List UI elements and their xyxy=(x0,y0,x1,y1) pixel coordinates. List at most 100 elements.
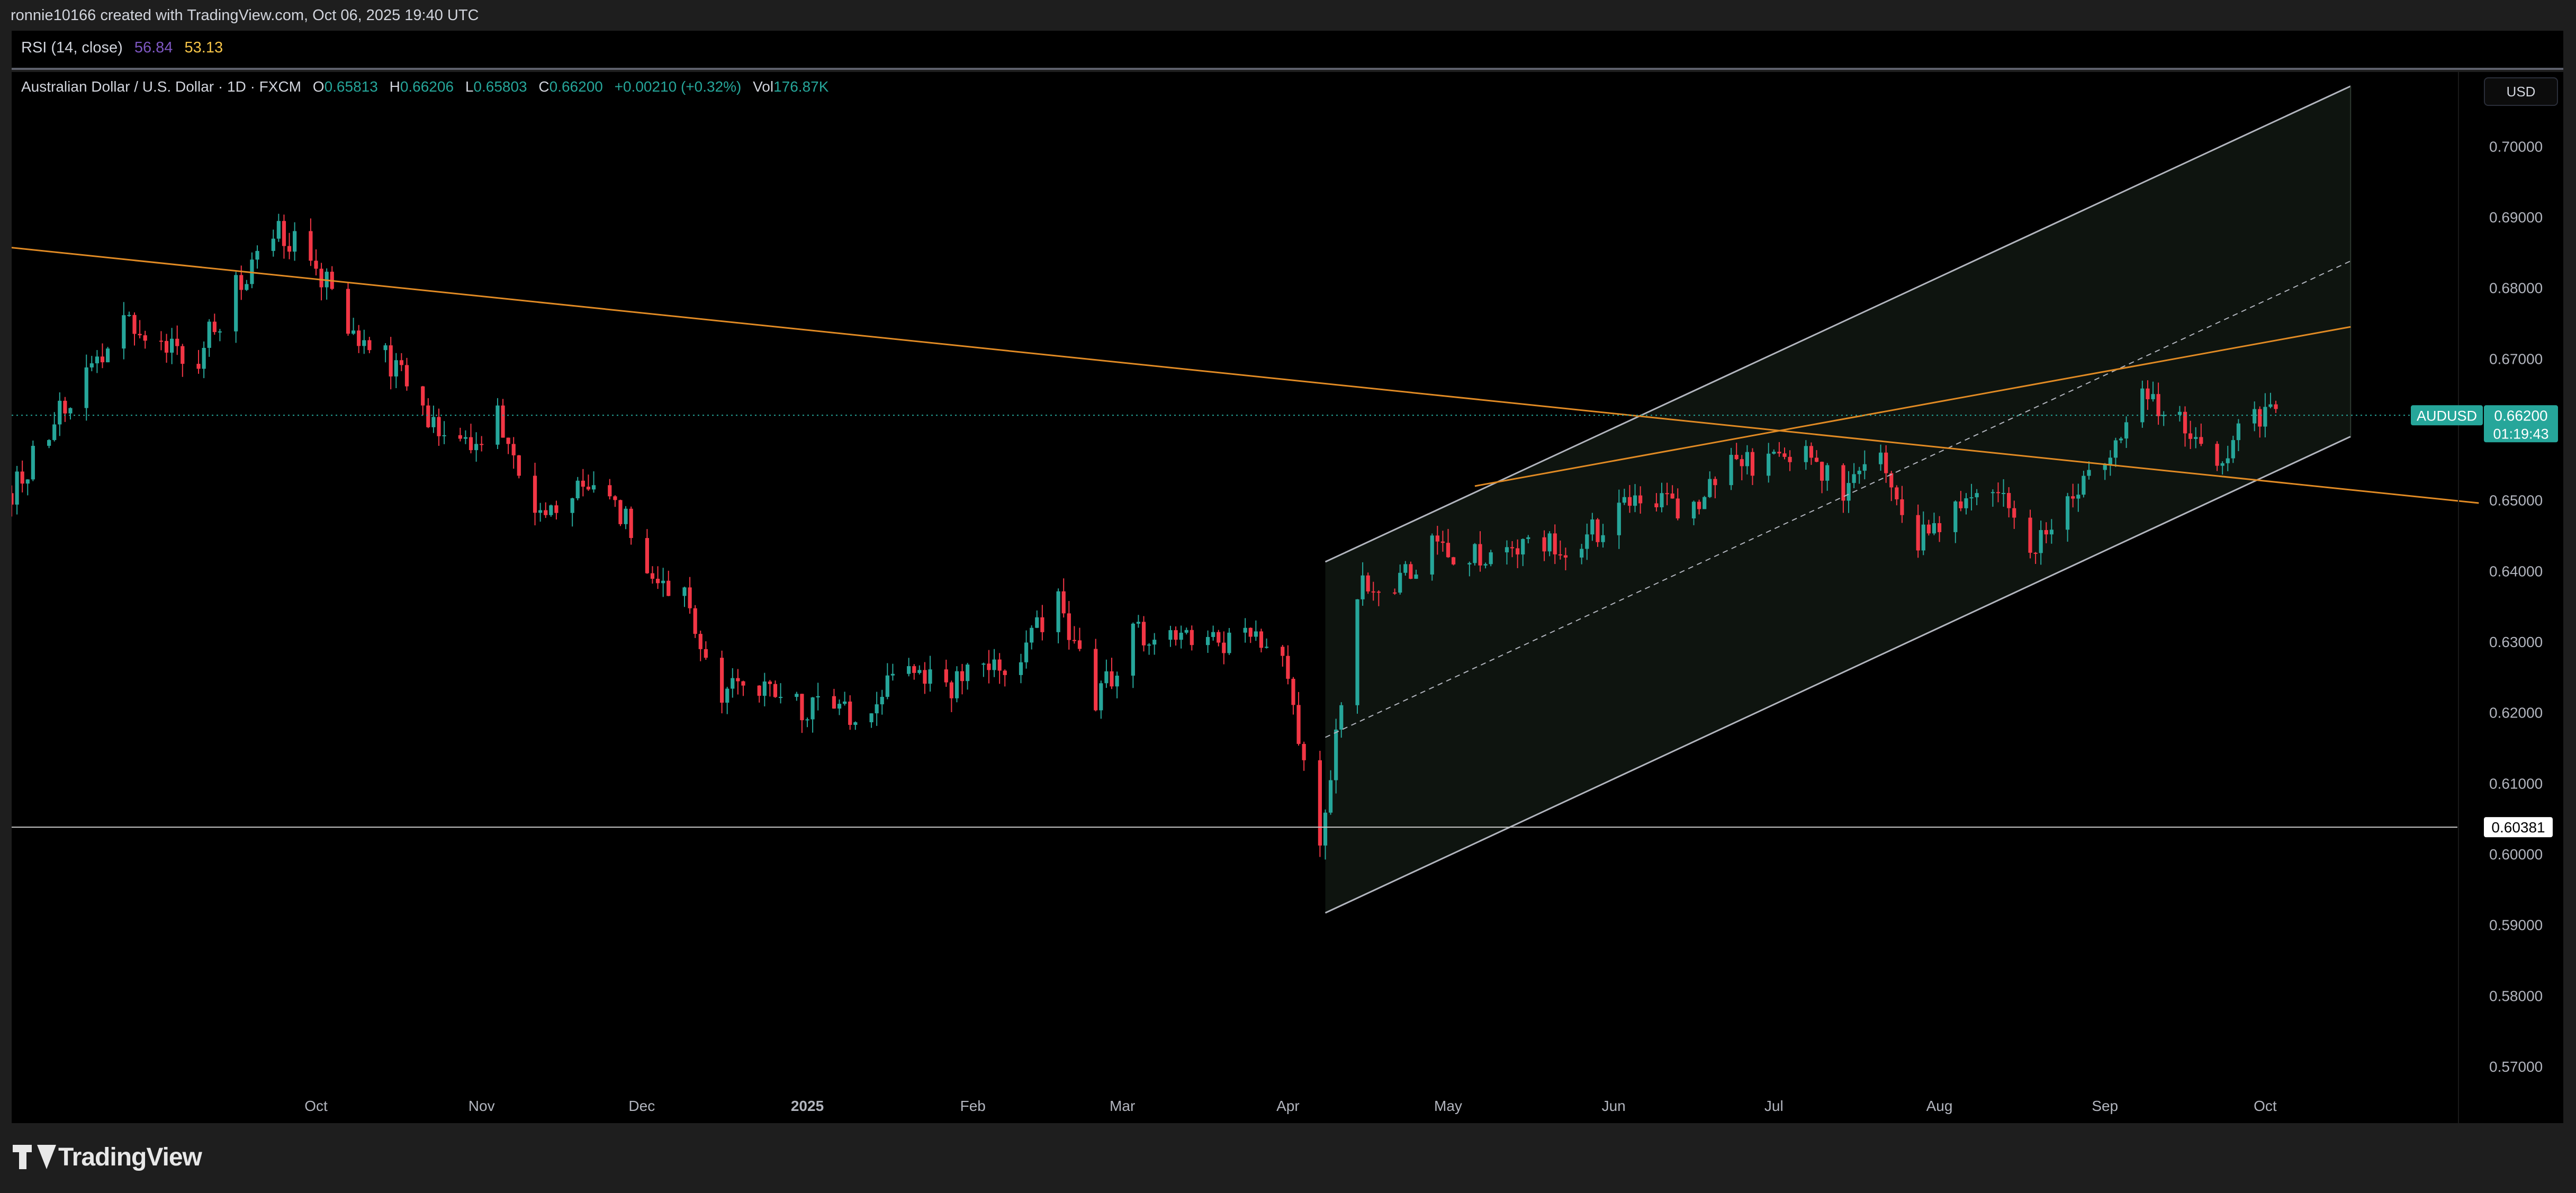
candle-body xyxy=(880,697,884,705)
price-pane[interactable]: 0.700000.690000.680000.670000.660000.650… xyxy=(12,72,2563,1123)
candle-up xyxy=(1179,625,1183,649)
candle-body xyxy=(2253,409,2257,424)
candle-body xyxy=(31,445,35,480)
candle-up xyxy=(1152,633,1157,655)
candle-body xyxy=(1286,656,1290,679)
candle-down xyxy=(143,330,147,349)
candle-down xyxy=(20,460,24,492)
candle-body xyxy=(591,485,596,490)
candle-down xyxy=(1916,504,1920,558)
candle-body xyxy=(1937,523,1942,532)
candle-body xyxy=(1067,613,1071,640)
candle-down xyxy=(768,680,772,697)
candle-down xyxy=(1409,561,1413,579)
candle-down xyxy=(2188,420,2193,449)
candle-body xyxy=(2258,409,2262,427)
candle-body xyxy=(255,250,259,260)
open-value: 0.65813 xyxy=(324,78,378,95)
candle-body xyxy=(1259,631,1264,648)
candle-down xyxy=(100,343,105,369)
candle-down xyxy=(2274,400,2278,414)
candle-body xyxy=(469,437,473,451)
candle-down xyxy=(1926,519,1931,536)
candle-down xyxy=(1248,627,1253,643)
candle-body xyxy=(2263,407,2267,427)
x-tick-label: Oct xyxy=(304,1098,328,1114)
candle-body xyxy=(816,696,820,698)
candle-down xyxy=(1814,450,1819,463)
candle-up xyxy=(58,392,62,436)
candle-body xyxy=(1072,640,1076,641)
candle-body xyxy=(138,334,142,336)
y-tick-label: 0.61000 xyxy=(2489,775,2543,792)
candle-up xyxy=(869,713,873,728)
candle-up xyxy=(52,412,57,442)
candle-body xyxy=(912,666,916,673)
candle-down xyxy=(346,282,350,336)
candle-body xyxy=(105,348,110,363)
price-chart[interactable]: 0.700000.690000.680000.670000.660000.650… xyxy=(12,72,2563,1123)
candle-down xyxy=(1286,645,1290,685)
tradingview-wordmark: TradingView xyxy=(58,1143,202,1171)
candle-body xyxy=(805,719,809,721)
candle-body xyxy=(1633,495,1637,506)
candle-body xyxy=(143,335,147,341)
candle-down xyxy=(544,502,548,518)
candle-body xyxy=(1061,591,1066,614)
candle-down xyxy=(1040,605,1044,641)
candle-body xyxy=(1483,564,1488,566)
candle-body xyxy=(2028,517,2032,553)
candle-body xyxy=(52,424,57,441)
candle-up xyxy=(2108,450,2112,476)
candle-up xyxy=(1355,599,1359,714)
candle-down xyxy=(1281,645,1285,667)
candle-body xyxy=(1703,497,1707,509)
y-tick-label: 0.58000 xyxy=(2489,988,2543,1004)
candle-body xyxy=(661,580,665,584)
x-tick-label: Aug xyxy=(1926,1098,1953,1114)
candle-up xyxy=(122,302,126,360)
candle-up xyxy=(1521,538,1525,567)
candle-body xyxy=(1964,498,1968,508)
candle-down xyxy=(923,662,927,694)
candle-body xyxy=(1585,534,1589,549)
candle-down xyxy=(287,232,292,259)
tradingview-logo[interactable]: TradingView xyxy=(13,1141,202,1173)
candle-body xyxy=(1211,632,1215,637)
candle-up xyxy=(1852,463,1856,489)
x-tick-label: Mar xyxy=(1110,1098,1135,1114)
candle-down xyxy=(1435,526,1439,555)
candle-body xyxy=(1361,575,1365,599)
rsi-pane[interactable]: RSI (14, close) 56.84 53.13 xyxy=(12,31,2563,70)
candle-body xyxy=(586,487,591,490)
candle-down xyxy=(2183,406,2187,447)
candle-body xyxy=(1446,543,1451,558)
candle-up xyxy=(1772,449,1776,455)
candle-up xyxy=(2001,479,2006,507)
candle-body xyxy=(1355,599,1359,705)
candle-body xyxy=(1809,446,1814,458)
candle-down xyxy=(912,664,916,680)
candle-body xyxy=(885,675,889,697)
candle-up xyxy=(1622,488,1626,505)
candle-body xyxy=(928,669,932,684)
candle-body xyxy=(68,408,73,414)
candle-body xyxy=(1104,671,1109,684)
candle-up xyxy=(1035,610,1039,629)
candle-down xyxy=(1371,581,1375,601)
candle-body xyxy=(1516,548,1520,555)
candle-body xyxy=(666,580,671,596)
candle-body xyxy=(132,315,137,334)
candle-body xyxy=(2151,394,2155,399)
candle-body xyxy=(426,405,430,427)
candle-up xyxy=(496,398,500,450)
candle-up xyxy=(1703,496,1707,509)
candle-down xyxy=(666,570,671,596)
candle-up xyxy=(992,649,996,677)
currency-button[interactable]: USD xyxy=(2484,77,2558,106)
candle-up xyxy=(778,683,783,704)
candle-up xyxy=(1633,484,1637,513)
candle-body xyxy=(1227,632,1231,653)
candle-up xyxy=(47,439,51,449)
candle-down xyxy=(2033,552,2038,564)
